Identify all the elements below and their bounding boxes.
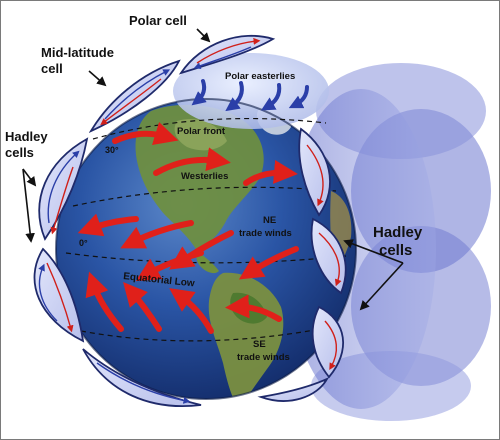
mid-latitude-label-line2: cell [41,61,63,76]
hadley-cell-lens-left-lower [33,247,85,343]
se-trade-label-line1: SE [253,339,266,350]
mid-latitude-cell-lens-right [298,127,331,217]
se-trade-arrow [85,271,124,332]
polar-front-label: Polar front [177,126,226,137]
westerlies-label: Westerlies [181,171,228,182]
latitude-30s-line [80,325,337,342]
wind-arrows [77,122,299,334]
se-trade-label-line2: trade winds [237,352,290,363]
polar-cap [173,53,329,129]
hadley-cell-lens-left-upper [38,137,89,241]
westerly-arrow [153,147,231,176]
latitude-polar-front-line [92,117,327,140]
hadley-left-pointer-lower [22,168,35,243]
polar-cell-label: Polar cell [129,13,187,28]
westerly-arrow [243,160,298,186]
mid-latitude-label-line1: Mid-latitude [41,45,114,60]
polar-easterlies-label: Polar easterlies [225,71,295,82]
hadley-right-pointer-lower [359,262,404,311]
polar-cell-lens-bottom [82,348,202,407]
hadley-left-pointer-upper [22,168,37,187]
circulation-cells [33,34,347,407]
hadley-left-label-line2: cells [5,145,34,160]
ne-trade-arrow [77,213,139,237]
latitude-30-label: 30° [105,145,119,155]
ne-trade-arrow [120,220,194,249]
hadley-cell-lens-right-lower [311,305,344,379]
mid-latitude-cell-lens [88,59,181,134]
mid-latitude-pointer [88,70,107,87]
polar-easterly-arrows [191,79,309,112]
hadley-right-label-line1: Hadley [373,224,423,241]
hadley-right-pointer-upper [343,239,404,264]
se-trade-arrow [225,294,282,322]
latitude-equator-line [65,252,347,264]
latitude-0-label: 0° [79,238,88,248]
ne-trade-label-line2: trade winds [239,228,292,239]
polar-cell-lens [178,34,276,75]
se-trade-arrow [169,288,214,334]
hadley-cell-lens-right-upper [310,217,347,295]
callout-arrows [22,28,404,311]
ne-trade-arrow [135,250,204,282]
ne-trade-arrow [238,246,299,280]
polar-cell-pointer [196,28,211,43]
ne-trade-label-line1: NE [263,215,276,226]
se-trade-arrow [123,281,162,332]
westerly-arrow [112,122,179,145]
hadley-right-label-line2: cells [379,242,412,259]
hadley-left-label-line1: Hadley [5,129,48,144]
latitude-lines [65,117,347,342]
polar-cell-lens-bottom-right [257,377,330,402]
